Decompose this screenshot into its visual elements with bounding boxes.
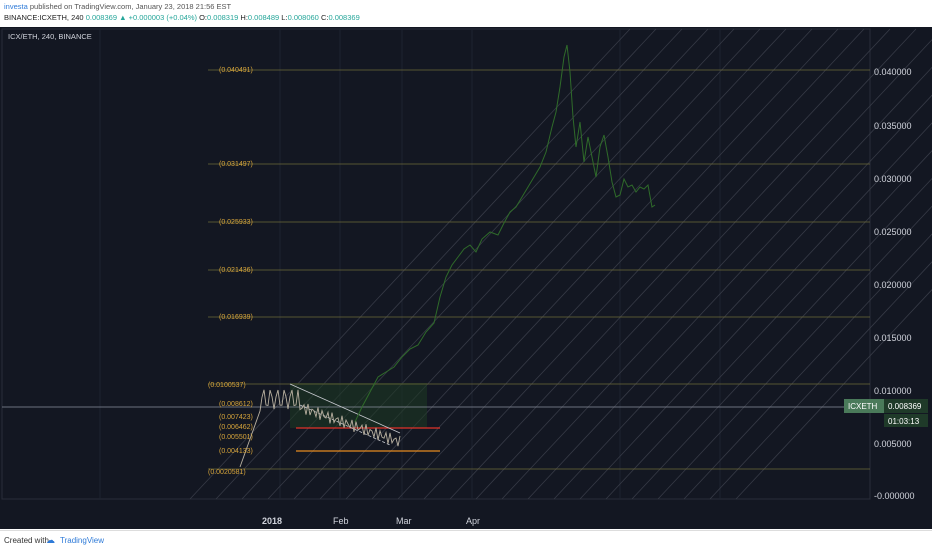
author-link[interactable]: investa	[4, 2, 28, 11]
fib-retracement	[208, 69, 870, 470]
channel-line	[709, 261, 932, 500]
price-tick: 0.010000	[874, 386, 912, 396]
fib-label: (0.025933)	[219, 219, 253, 226]
fib-label: (0.021436)	[219, 267, 253, 274]
countdown-badge	[884, 414, 928, 427]
channel-line	[631, 177, 932, 500]
channel-line	[397, 28, 839, 500]
profit-zone	[290, 383, 427, 428]
ohlc-line: BINANCE:ICXETH, 240 0.008369 ▲ +0.000003…	[4, 13, 360, 22]
channel-line	[475, 28, 917, 500]
high-value: 0.008489	[247, 13, 280, 22]
price-tick: 0.015000	[874, 333, 912, 343]
channel-line	[501, 39, 932, 500]
footer: Created with ☁ TradingView	[0, 530, 932, 551]
parallel-channel-lines	[189, 28, 932, 500]
fib-label: (0.040491)	[219, 67, 253, 74]
price-axis[interactable]: 0.040000 0.035000 0.030000 0.025000 0.020000…	[874, 67, 915, 501]
channel-line	[657, 205, 932, 500]
price-candles	[239, 389, 401, 468]
plot-area	[1, 28, 871, 500]
pane-title: ICX/ETH, 240, BINANCE	[8, 32, 92, 41]
price-tick: 0.035000	[874, 121, 912, 131]
fib-label: (0.004133)	[219, 448, 253, 455]
wedge-upper-line	[289, 383, 401, 434]
countdown-badge-text: 01:03:13	[888, 417, 920, 426]
channel-line	[683, 233, 932, 500]
price-tick: 0.040000	[874, 67, 912, 77]
last-price: 0.008369	[85, 13, 117, 22]
channel-line	[553, 94, 932, 500]
tradingview-cloud-icon: ☁	[46, 535, 55, 545]
low-label: L:	[281, 13, 288, 22]
wedge-lower-line	[299, 404, 391, 446]
fib-label: (0.008612)	[219, 401, 253, 408]
symbol-interval: BINANCE:ICXETH, 240	[4, 13, 84, 22]
time-tick: Mar	[396, 516, 412, 526]
published-text: published on TradingView.com, January 23…	[29, 2, 232, 11]
price-tick: -0.000000	[874, 491, 915, 501]
chart-frame[interactable]	[0, 27, 932, 529]
channel-line	[527, 66, 932, 500]
fib-label-overlap-bottom: (0.0020581)	[208, 469, 246, 476]
price-projection-line	[354, 44, 656, 423]
channel-line	[449, 28, 891, 500]
channel-line	[735, 289, 932, 500]
fib-label: (0.016939)	[219, 314, 253, 321]
fib-label: (0.007423)	[219, 414, 253, 421]
tradingview-brand[interactable]: TradingView	[60, 536, 105, 545]
symbol-badge-text: ICXETH	[848, 402, 878, 411]
price-tick: 0.025000	[874, 227, 912, 237]
fib-label-overlap-top: (0.0100537)	[208, 382, 246, 389]
created-with-text: Created with	[4, 536, 49, 545]
channel-line	[605, 150, 932, 500]
price-tick: 0.020000	[874, 280, 912, 290]
open-value: 0.008319	[207, 13, 239, 22]
high-label: H:	[240, 13, 248, 22]
close-label: C:	[320, 13, 329, 22]
fib-label: (0.005501)	[219, 434, 253, 441]
time-tick: Feb	[333, 516, 349, 526]
publish-info: investa published on TradingView.com, Ja…	[4, 2, 231, 11]
symbol-badge	[844, 399, 884, 413]
channel-line	[579, 122, 932, 500]
price-badge	[884, 399, 928, 413]
time-axis[interactable]: 2018 Feb Mar Apr	[262, 516, 480, 526]
price-tick: 0.030000	[874, 174, 912, 184]
fib-label: (0.031497)	[219, 161, 253, 168]
time-tick: Apr	[466, 516, 480, 526]
price-chart[interactable]: ICX/ETH, 240, BINANCE 0.0400000.0350000.…	[0, 27, 932, 529]
price-badge-text: 0.008369	[888, 402, 922, 411]
channel-line	[423, 28, 865, 500]
time-tick: 2018	[262, 516, 282, 526]
open-label: O:	[199, 13, 208, 22]
channel-line	[371, 28, 813, 500]
low-value: 0.008060	[287, 13, 319, 22]
close-value: 0.008369	[328, 13, 360, 22]
price-tick: 0.005000	[874, 439, 912, 449]
price-change: ▲ +0.000003 (+0.04%)	[119, 13, 197, 22]
channel-line	[215, 28, 657, 500]
publish-header: investa published on TradingView.com, Ja…	[0, 0, 932, 26]
fib-label: (0.006462)	[219, 424, 253, 431]
